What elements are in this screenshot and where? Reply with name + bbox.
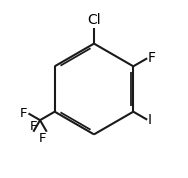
Text: I: I (148, 113, 152, 127)
Text: F: F (20, 107, 28, 120)
Text: F: F (30, 120, 37, 133)
Text: F: F (38, 132, 46, 145)
Text: F: F (148, 51, 156, 65)
Text: Cl: Cl (87, 13, 101, 27)
